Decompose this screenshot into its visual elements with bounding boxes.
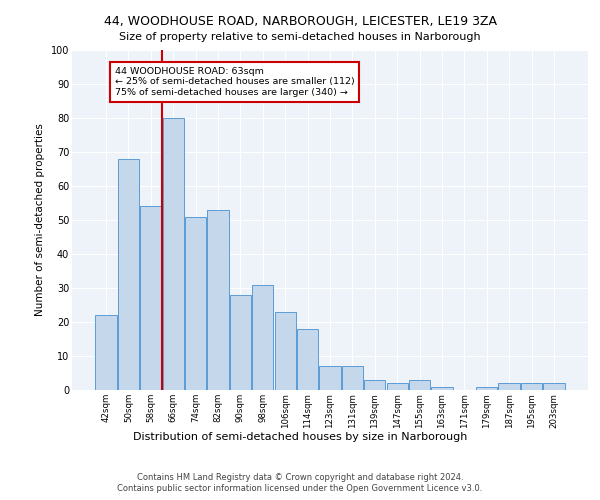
Bar — [386, 383, 408, 390]
Bar — [499, 383, 520, 390]
Bar — [185, 216, 206, 390]
Text: Contains public sector information licensed under the Open Government Licence v3: Contains public sector information licen… — [118, 484, 482, 493]
Bar — [476, 386, 497, 390]
Bar — [521, 383, 542, 390]
Bar — [275, 312, 296, 390]
Text: Size of property relative to semi-detached houses in Narborough: Size of property relative to semi-detach… — [119, 32, 481, 42]
Text: Contains HM Land Registry data © Crown copyright and database right 2024.: Contains HM Land Registry data © Crown c… — [137, 472, 463, 482]
Bar — [163, 118, 184, 390]
Bar — [543, 383, 565, 390]
Bar — [364, 380, 385, 390]
Bar — [118, 159, 139, 390]
Bar — [319, 366, 341, 390]
Bar — [140, 206, 161, 390]
Bar — [431, 386, 452, 390]
Bar — [95, 315, 117, 390]
Bar — [208, 210, 229, 390]
Bar — [297, 329, 318, 390]
Text: Distribution of semi-detached houses by size in Narborough: Distribution of semi-detached houses by … — [133, 432, 467, 442]
Text: 44 WOODHOUSE ROAD: 63sqm
← 25% of semi-detached houses are smaller (112)
75% of : 44 WOODHOUSE ROAD: 63sqm ← 25% of semi-d… — [115, 67, 355, 97]
Y-axis label: Number of semi-detached properties: Number of semi-detached properties — [35, 124, 45, 316]
Bar — [342, 366, 363, 390]
Bar — [409, 380, 430, 390]
Text: 44, WOODHOUSE ROAD, NARBOROUGH, LEICESTER, LE19 3ZA: 44, WOODHOUSE ROAD, NARBOROUGH, LEICESTE… — [104, 15, 497, 28]
Bar — [252, 284, 274, 390]
Bar — [230, 295, 251, 390]
